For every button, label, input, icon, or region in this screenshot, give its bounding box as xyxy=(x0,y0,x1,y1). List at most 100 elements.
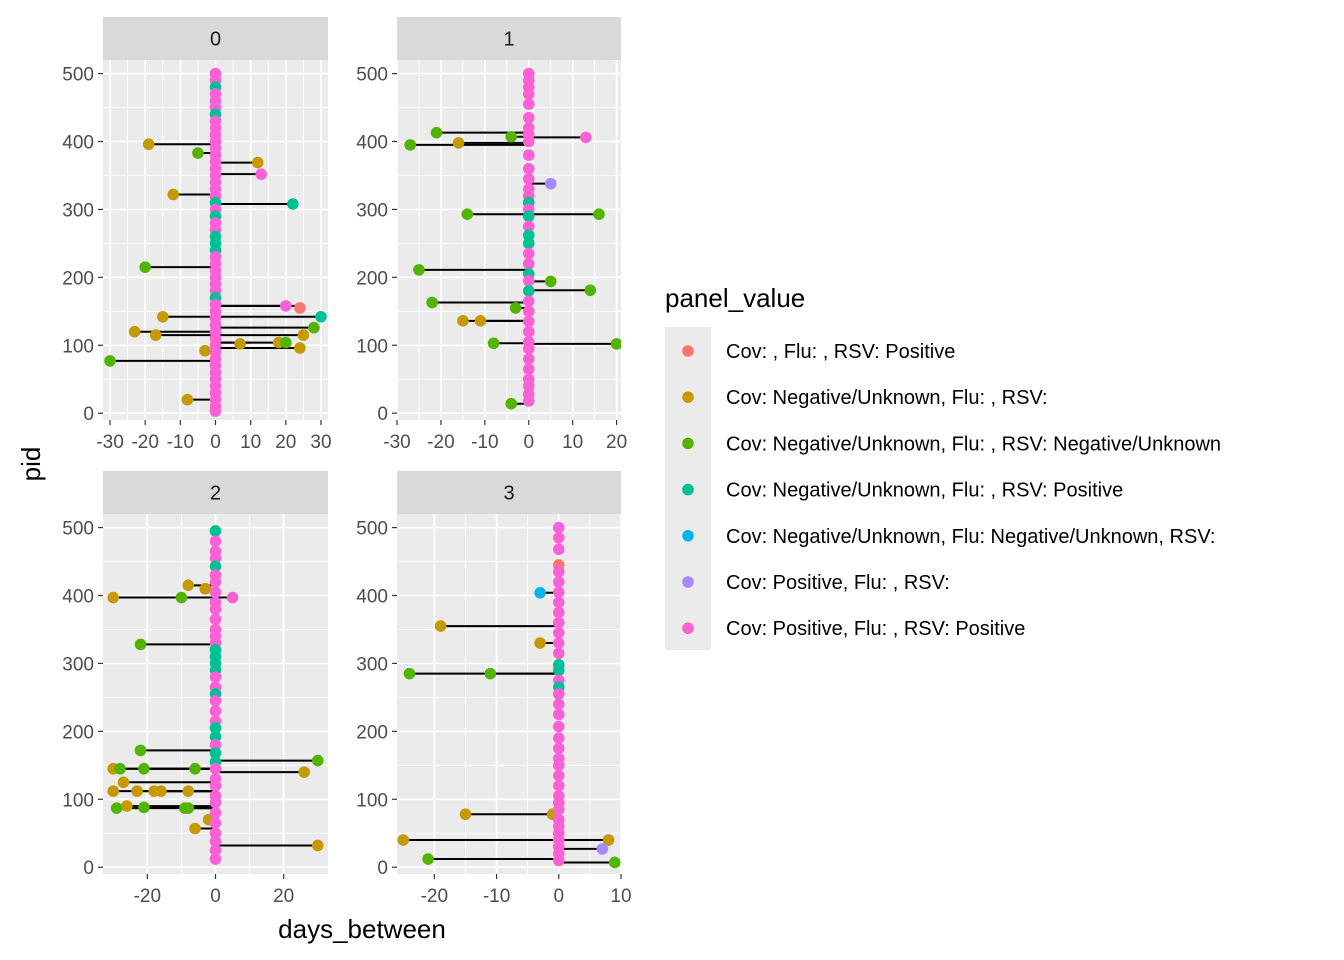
y-tick-label: 300 xyxy=(356,200,388,221)
data-point xyxy=(114,762,126,775)
data-point xyxy=(552,576,565,588)
data-point xyxy=(522,229,535,242)
data-point xyxy=(552,586,565,598)
legend-label: Cov: Negative/Unknown, Flu: , RSV: xyxy=(726,387,1048,409)
data-point xyxy=(509,302,522,314)
data-point xyxy=(552,664,565,677)
data-point xyxy=(104,355,116,367)
data-point xyxy=(434,620,447,632)
y-tick-label: 0 xyxy=(83,404,94,425)
data-point xyxy=(209,844,222,857)
data-point xyxy=(209,576,222,588)
panel-plot-area xyxy=(103,514,328,874)
data-point xyxy=(209,817,222,829)
x-tick-label: 0 xyxy=(523,432,534,453)
data-point xyxy=(522,111,535,124)
data-point xyxy=(552,742,565,755)
data-point xyxy=(552,531,565,544)
data-point xyxy=(311,754,324,767)
legend-label: Cov: Negative/Unknown, Flu: Negative/Unk… xyxy=(726,526,1215,548)
data-point xyxy=(552,647,565,660)
data-point xyxy=(308,321,320,334)
data-point xyxy=(175,591,188,604)
data-point xyxy=(552,627,565,639)
data-point xyxy=(596,843,609,855)
data-point xyxy=(181,393,194,406)
legend-key xyxy=(682,622,694,634)
facet-strip-label: 3 xyxy=(503,483,514,505)
data-point xyxy=(209,835,222,848)
data-point xyxy=(552,708,565,721)
data-point xyxy=(552,616,565,629)
data-point xyxy=(522,295,535,307)
data-point xyxy=(459,808,472,821)
data-point xyxy=(209,535,222,547)
x-tick-label: -10 xyxy=(483,886,510,907)
data-point xyxy=(522,257,535,270)
facet-strip xyxy=(103,17,328,60)
data-point xyxy=(522,353,535,365)
data-point xyxy=(552,732,565,744)
y-tick-label: 0 xyxy=(83,858,94,879)
data-point xyxy=(522,237,535,250)
x-tick-label: 0 xyxy=(553,886,564,907)
data-point xyxy=(209,671,222,683)
x-tick-label: -10 xyxy=(167,432,194,453)
data-point xyxy=(209,586,222,598)
legend-key xyxy=(682,437,694,450)
data-point xyxy=(209,613,222,626)
x-tick-label: 10 xyxy=(240,432,261,453)
data-point xyxy=(209,807,222,819)
x-tick-label: -20 xyxy=(421,886,448,907)
data-point xyxy=(139,261,151,273)
data-point xyxy=(287,198,299,210)
data-point xyxy=(522,315,535,328)
legend-key xyxy=(682,391,694,404)
data-point xyxy=(552,521,565,534)
facet-strip-label: 0 xyxy=(210,29,221,51)
data-point xyxy=(413,264,425,276)
y-tick-label: 500 xyxy=(62,519,94,540)
panel-background xyxy=(397,60,621,420)
data-point xyxy=(552,543,565,556)
legend-label: Cov: , Flu: , RSV: Positive xyxy=(726,341,955,363)
x-axis-title: days_between xyxy=(278,914,446,944)
data-point xyxy=(251,156,264,169)
data-point xyxy=(209,603,222,615)
data-point xyxy=(209,560,222,573)
data-point xyxy=(602,834,615,846)
data-point xyxy=(522,380,535,392)
data-point xyxy=(487,337,500,350)
x-tick-label: 20 xyxy=(606,432,627,453)
legend-entries: Cov: , Flu: , RSV: Positive Cov: Negative… xyxy=(682,341,1221,640)
data-point xyxy=(142,138,155,151)
y-tick-label: 500 xyxy=(356,65,388,86)
data-point xyxy=(522,395,535,407)
data-point xyxy=(209,722,222,734)
legend-key xyxy=(682,345,694,357)
data-point xyxy=(544,177,557,190)
data-point xyxy=(522,363,535,375)
data-point xyxy=(255,168,268,180)
data-point xyxy=(167,188,180,201)
y-tick-label: 200 xyxy=(62,268,94,289)
data-point xyxy=(209,525,222,537)
data-point xyxy=(209,730,222,743)
data-point xyxy=(121,800,133,812)
facet-strip-label: 2 xyxy=(210,483,221,505)
legend-key xyxy=(682,576,694,588)
data-point xyxy=(107,785,120,797)
y-tick-label: 300 xyxy=(62,200,94,221)
data-point xyxy=(522,274,535,287)
facet-strip xyxy=(397,471,621,514)
data-point xyxy=(522,149,535,161)
data-point xyxy=(209,853,222,865)
data-point xyxy=(294,342,306,354)
data-point xyxy=(397,834,410,846)
x-tick-label: 20 xyxy=(275,432,296,453)
facet-panel-0: 0 0 100 200 300 400 500 -30 -20 -10 0 10 20 30 xyxy=(62,17,332,453)
panel-plot-area xyxy=(397,514,621,874)
data-point xyxy=(552,779,565,792)
